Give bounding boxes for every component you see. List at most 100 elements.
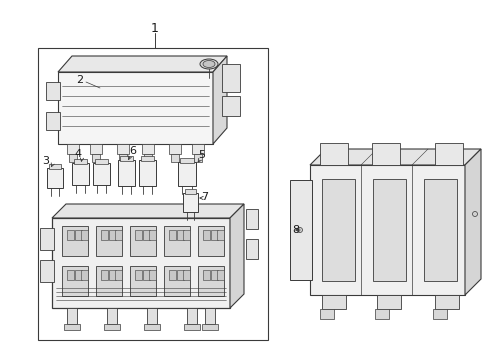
Bar <box>177 230 183 240</box>
Bar <box>75 230 82 240</box>
Bar <box>319 143 347 165</box>
Bar <box>245 239 258 259</box>
Bar <box>67 230 74 240</box>
Bar <box>202 324 218 330</box>
Bar <box>372 179 405 281</box>
Bar <box>203 270 209 280</box>
Bar <box>95 159 108 164</box>
Bar <box>289 180 311 280</box>
Bar <box>81 270 88 280</box>
Bar <box>183 193 198 212</box>
Bar <box>101 270 108 280</box>
Bar <box>130 266 156 296</box>
Bar <box>149 230 156 240</box>
Bar <box>101 230 108 240</box>
Bar <box>142 270 150 280</box>
Ellipse shape <box>297 228 302 233</box>
Bar <box>90 144 102 154</box>
Bar <box>64 324 80 330</box>
Text: 2: 2 <box>76 75 83 85</box>
Bar <box>135 270 142 280</box>
Bar <box>321 179 354 281</box>
Bar <box>117 144 129 154</box>
Bar <box>183 270 190 280</box>
Bar <box>115 230 122 240</box>
Bar <box>163 266 190 296</box>
Bar <box>40 228 54 250</box>
Text: 8: 8 <box>292 225 299 235</box>
Bar <box>139 160 156 186</box>
Text: 1: 1 <box>151 22 159 35</box>
Bar <box>376 295 400 309</box>
Bar <box>143 324 160 330</box>
Bar <box>183 324 200 330</box>
Bar <box>186 308 197 324</box>
Bar <box>374 309 388 319</box>
Bar <box>309 165 464 295</box>
Polygon shape <box>52 204 244 218</box>
Bar <box>203 230 209 240</box>
Bar <box>177 270 183 280</box>
Bar <box>178 162 196 186</box>
Bar <box>171 154 179 162</box>
Polygon shape <box>213 56 226 144</box>
Bar <box>58 72 213 144</box>
Bar <box>130 226 156 256</box>
Bar <box>432 309 446 319</box>
Bar <box>109 230 116 240</box>
Bar <box>119 154 127 162</box>
Bar <box>72 163 89 185</box>
Bar <box>192 144 203 154</box>
Bar <box>163 226 190 256</box>
Bar <box>47 168 63 188</box>
Bar <box>210 230 218 240</box>
Bar <box>198 226 224 256</box>
Bar <box>81 230 88 240</box>
Bar <box>69 154 77 162</box>
Bar <box>96 266 122 296</box>
Bar <box>143 154 152 162</box>
Bar <box>40 260 54 282</box>
Bar <box>93 163 110 185</box>
Bar <box>38 48 267 340</box>
Bar <box>49 164 61 169</box>
Ellipse shape <box>471 211 476 216</box>
Bar <box>210 270 218 280</box>
Bar <box>222 64 240 92</box>
Bar <box>107 308 117 324</box>
Bar <box>142 230 150 240</box>
Bar <box>169 270 176 280</box>
Bar <box>321 295 346 309</box>
Polygon shape <box>464 149 480 295</box>
Bar <box>434 295 458 309</box>
Bar <box>141 156 154 161</box>
Bar <box>115 270 122 280</box>
Bar <box>169 144 181 154</box>
Polygon shape <box>58 56 226 72</box>
Bar <box>67 270 74 280</box>
Text: 6: 6 <box>129 146 136 156</box>
Bar <box>180 158 194 163</box>
Bar <box>204 308 215 324</box>
Bar <box>135 230 142 240</box>
Bar <box>46 112 60 130</box>
Bar <box>222 96 240 116</box>
Bar <box>104 324 120 330</box>
Bar <box>62 266 88 296</box>
Ellipse shape <box>203 60 215 68</box>
Bar <box>319 309 333 319</box>
Text: 3: 3 <box>42 156 49 166</box>
Text: 5: 5 <box>198 150 205 160</box>
Bar <box>62 226 88 256</box>
Bar <box>142 144 154 154</box>
Bar <box>149 270 156 280</box>
Polygon shape <box>229 204 244 308</box>
Bar <box>217 230 224 240</box>
Bar <box>67 308 77 324</box>
Bar <box>371 143 399 165</box>
Bar <box>184 189 196 194</box>
Bar <box>245 209 258 229</box>
Bar <box>46 82 60 100</box>
Bar <box>92 154 100 162</box>
Bar <box>169 230 176 240</box>
